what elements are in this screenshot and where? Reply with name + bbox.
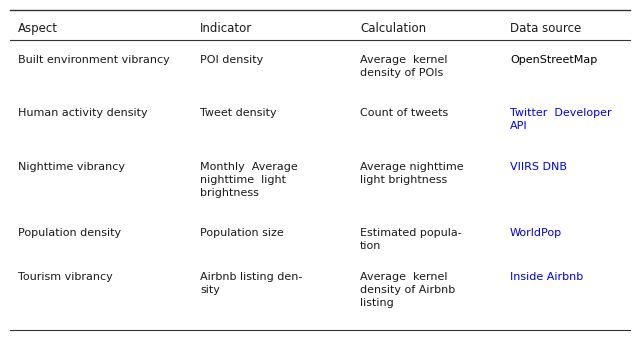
Text: WorldPop: WorldPop [510, 228, 562, 238]
Text: Nighttime vibrancy: Nighttime vibrancy [18, 162, 125, 172]
Text: Twitter  Developer
API: Twitter Developer API [510, 108, 612, 131]
Text: Data source: Data source [510, 22, 581, 35]
Text: Average nighttime
light brightness: Average nighttime light brightness [360, 162, 463, 185]
Text: Estimated popula-
tion: Estimated popula- tion [360, 228, 461, 251]
Text: OpenStreetMap: OpenStreetMap [510, 55, 597, 65]
Text: Calculation: Calculation [360, 22, 426, 35]
Text: Count of tweets: Count of tweets [360, 108, 448, 118]
Text: Aspect: Aspect [18, 22, 58, 35]
Text: Airbnb listing den-
sity: Airbnb listing den- sity [200, 272, 302, 295]
Text: Tweet density: Tweet density [200, 108, 276, 118]
Text: Human activity density: Human activity density [18, 108, 148, 118]
Text: Average  kernel
density of Airbnb
listing: Average kernel density of Airbnb listing [360, 272, 455, 308]
Text: Monthly  Average
nighttime  light
brightness: Monthly Average nighttime light brightne… [200, 162, 298, 198]
Text: Population density: Population density [18, 228, 121, 238]
Text: Average  kernel
density of POIs: Average kernel density of POIs [360, 55, 447, 78]
Text: Built environment vibrancy: Built environment vibrancy [18, 55, 170, 65]
Text: Inside Airbnb: Inside Airbnb [510, 272, 583, 282]
Text: Tourism vibrancy: Tourism vibrancy [18, 272, 113, 282]
Text: VIIRS DNB: VIIRS DNB [510, 162, 567, 172]
Text: Indicator: Indicator [200, 22, 252, 35]
Text: Population size: Population size [200, 228, 284, 238]
Text: POI density: POI density [200, 55, 263, 65]
